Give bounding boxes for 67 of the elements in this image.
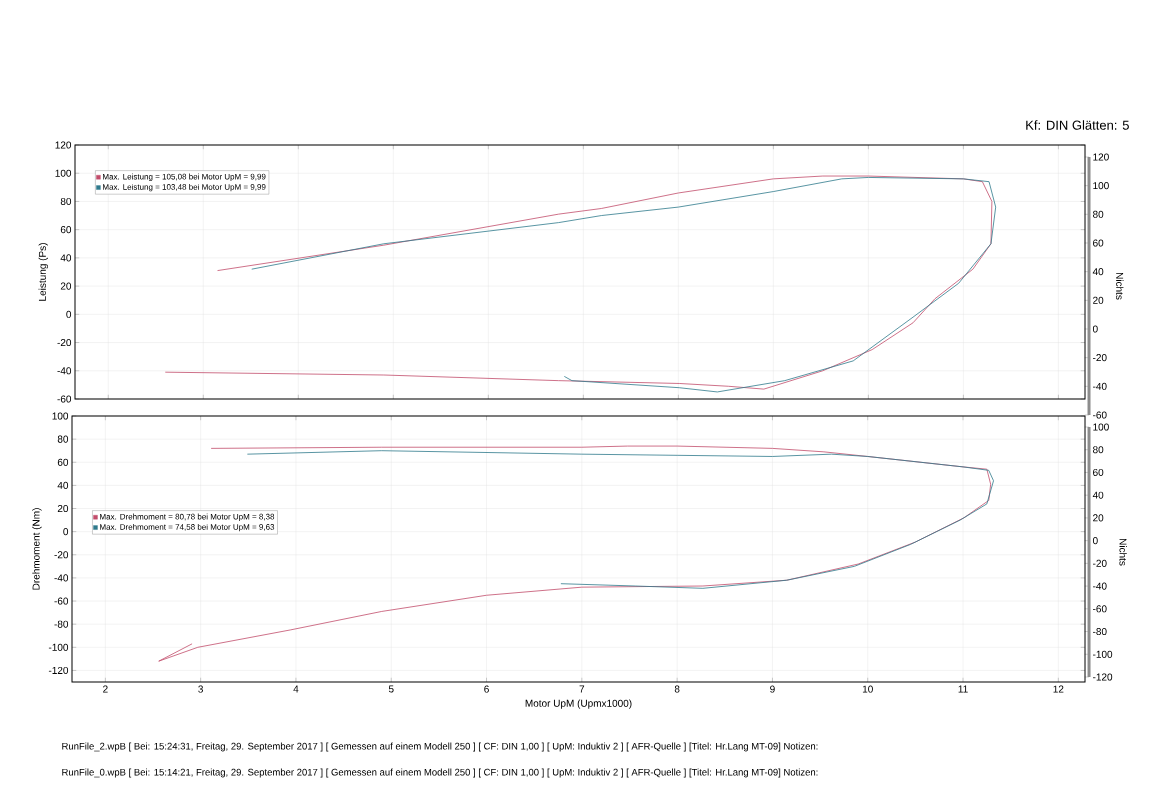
y-tick-label: -40	[57, 367, 72, 375]
y2-tick-label: 60	[1093, 239, 1104, 247]
y2-tick-label: 40	[1092, 491, 1104, 499]
y-tick-label: 80	[60, 197, 72, 205]
y2-tick-label: -40	[1092, 382, 1107, 390]
y-axis-title: Drehmoment (Nm)	[32, 508, 42, 590]
y2-tick-label: 20	[1093, 514, 1104, 522]
y2-tick-label: 40	[1092, 268, 1104, 276]
text: RunFile_2.wpB [ Bei: 15:24:31, Freitag, 29. September 2017 ] [ Gemessen auf einem Modell 250 ] [ CF: DIN 1,00 ] [ UpM: Induktiv 2 ] [ AFR-Quelle ] [Titel: Hr.Lang MT-09] Notizen:	[62, 742, 818, 752]
y2-tick-label: -20	[1093, 559, 1107, 567]
y2-tick-label: 120	[1093, 153, 1109, 161]
y-tick-label: 20	[57, 504, 69, 513]
y-tick-label: -80	[54, 620, 69, 628]
x-tick-label: 6	[484, 685, 489, 693]
y-axis-title: Leistung (Ps)	[38, 243, 48, 301]
y-tick-label: 60	[60, 226, 72, 234]
y-tick-label: -60	[57, 395, 72, 403]
y2-tick-label: -20	[1092, 354, 1107, 362]
y-tick-label: 40	[60, 254, 72, 262]
y2-axis-title: Nichts	[1116, 272, 1124, 300]
y-tick-label: -100	[48, 643, 69, 651]
y-tick-label: 80	[57, 435, 69, 443]
x-tick-label: 4	[293, 685, 299, 693]
x-tick-label: 10	[862, 685, 873, 693]
y2-tick-label: -60	[1092, 411, 1107, 419]
legend-label: Max. Drehmoment = 80,78 bei Motor UpM = 8,38	[100, 513, 275, 522]
x-tick-label: 2	[103, 685, 108, 693]
y-tick-label: 100	[55, 169, 72, 177]
y-tick-label: 40	[57, 481, 69, 489]
y-tick-label: -20	[54, 551, 69, 559]
x-tick-label: 5	[388, 685, 394, 693]
y-tick-label: -20	[57, 339, 72, 347]
x-tick-label: 11	[958, 685, 968, 693]
y2-tick-label: 60	[1093, 468, 1104, 476]
y-tick-label: -40	[54, 574, 69, 582]
y-tick-label: 100	[52, 412, 69, 420]
legend-label: Max. Leistung = 105,08 bei Motor UpM = 9,99	[103, 173, 266, 182]
x-tick-label: 9	[770, 685, 775, 693]
y2-tick-label: -60	[1093, 605, 1107, 613]
text: RunFile_0.wpB [ Bei: 15:14:21, Freitag, 29. September 2017 ] [ Gemessen auf einem Modell 250 ] [ CF: DIN 1,00 ] [ UpM: Induktiv 2 ] [ AFR-Quelle ] [Titel: Hr.Lang MT-09] Notizen:	[62, 768, 818, 778]
y-tick-label: 20	[60, 282, 72, 290]
x-tick-label: 7	[579, 685, 585, 693]
y2-tick-label: -100	[1093, 650, 1113, 658]
y2-tick-label: 100	[1093, 423, 1109, 431]
x-axis-title: Motor UpM (Upmx1000)	[525, 699, 632, 709]
y2-tick-label: 0	[1092, 325, 1098, 333]
chart-subtitle: Kf: DIN Glätten: 5	[1026, 120, 1129, 130]
legend-label: Max. Leistung = 103,48 bei Motor UpM = 9,99	[103, 183, 266, 192]
y2-tick-label: -80	[1093, 628, 1107, 636]
y2-tick-label: 80	[1092, 210, 1104, 218]
x-tick-label: 8	[674, 685, 680, 693]
x-tick-label: 12	[1053, 685, 1064, 693]
y-tick-label: 0	[66, 310, 72, 318]
y2-tick-label: -40	[1093, 582, 1107, 590]
y2-tick-label: 0	[1092, 537, 1098, 545]
y-tick-label: 0	[63, 528, 69, 536]
y-tick-label: 120	[55, 141, 72, 149]
legend-label: Max. Drehmoment = 74,58 bei Motor UpM = 9,63	[100, 523, 275, 532]
y2-axis-title: Nichts	[1119, 538, 1127, 566]
x-tick-label: 3	[198, 685, 203, 693]
y2-tick-label: 20	[1093, 296, 1104, 304]
y-tick-label: -60	[54, 597, 69, 605]
y2-tick-label: 80	[1093, 446, 1104, 454]
y-tick-label: -120	[48, 666, 69, 674]
y2-tick-label: 100	[1093, 182, 1109, 190]
y2-tick-label: -120	[1093, 673, 1113, 681]
y-tick-label: 60	[57, 458, 69, 466]
